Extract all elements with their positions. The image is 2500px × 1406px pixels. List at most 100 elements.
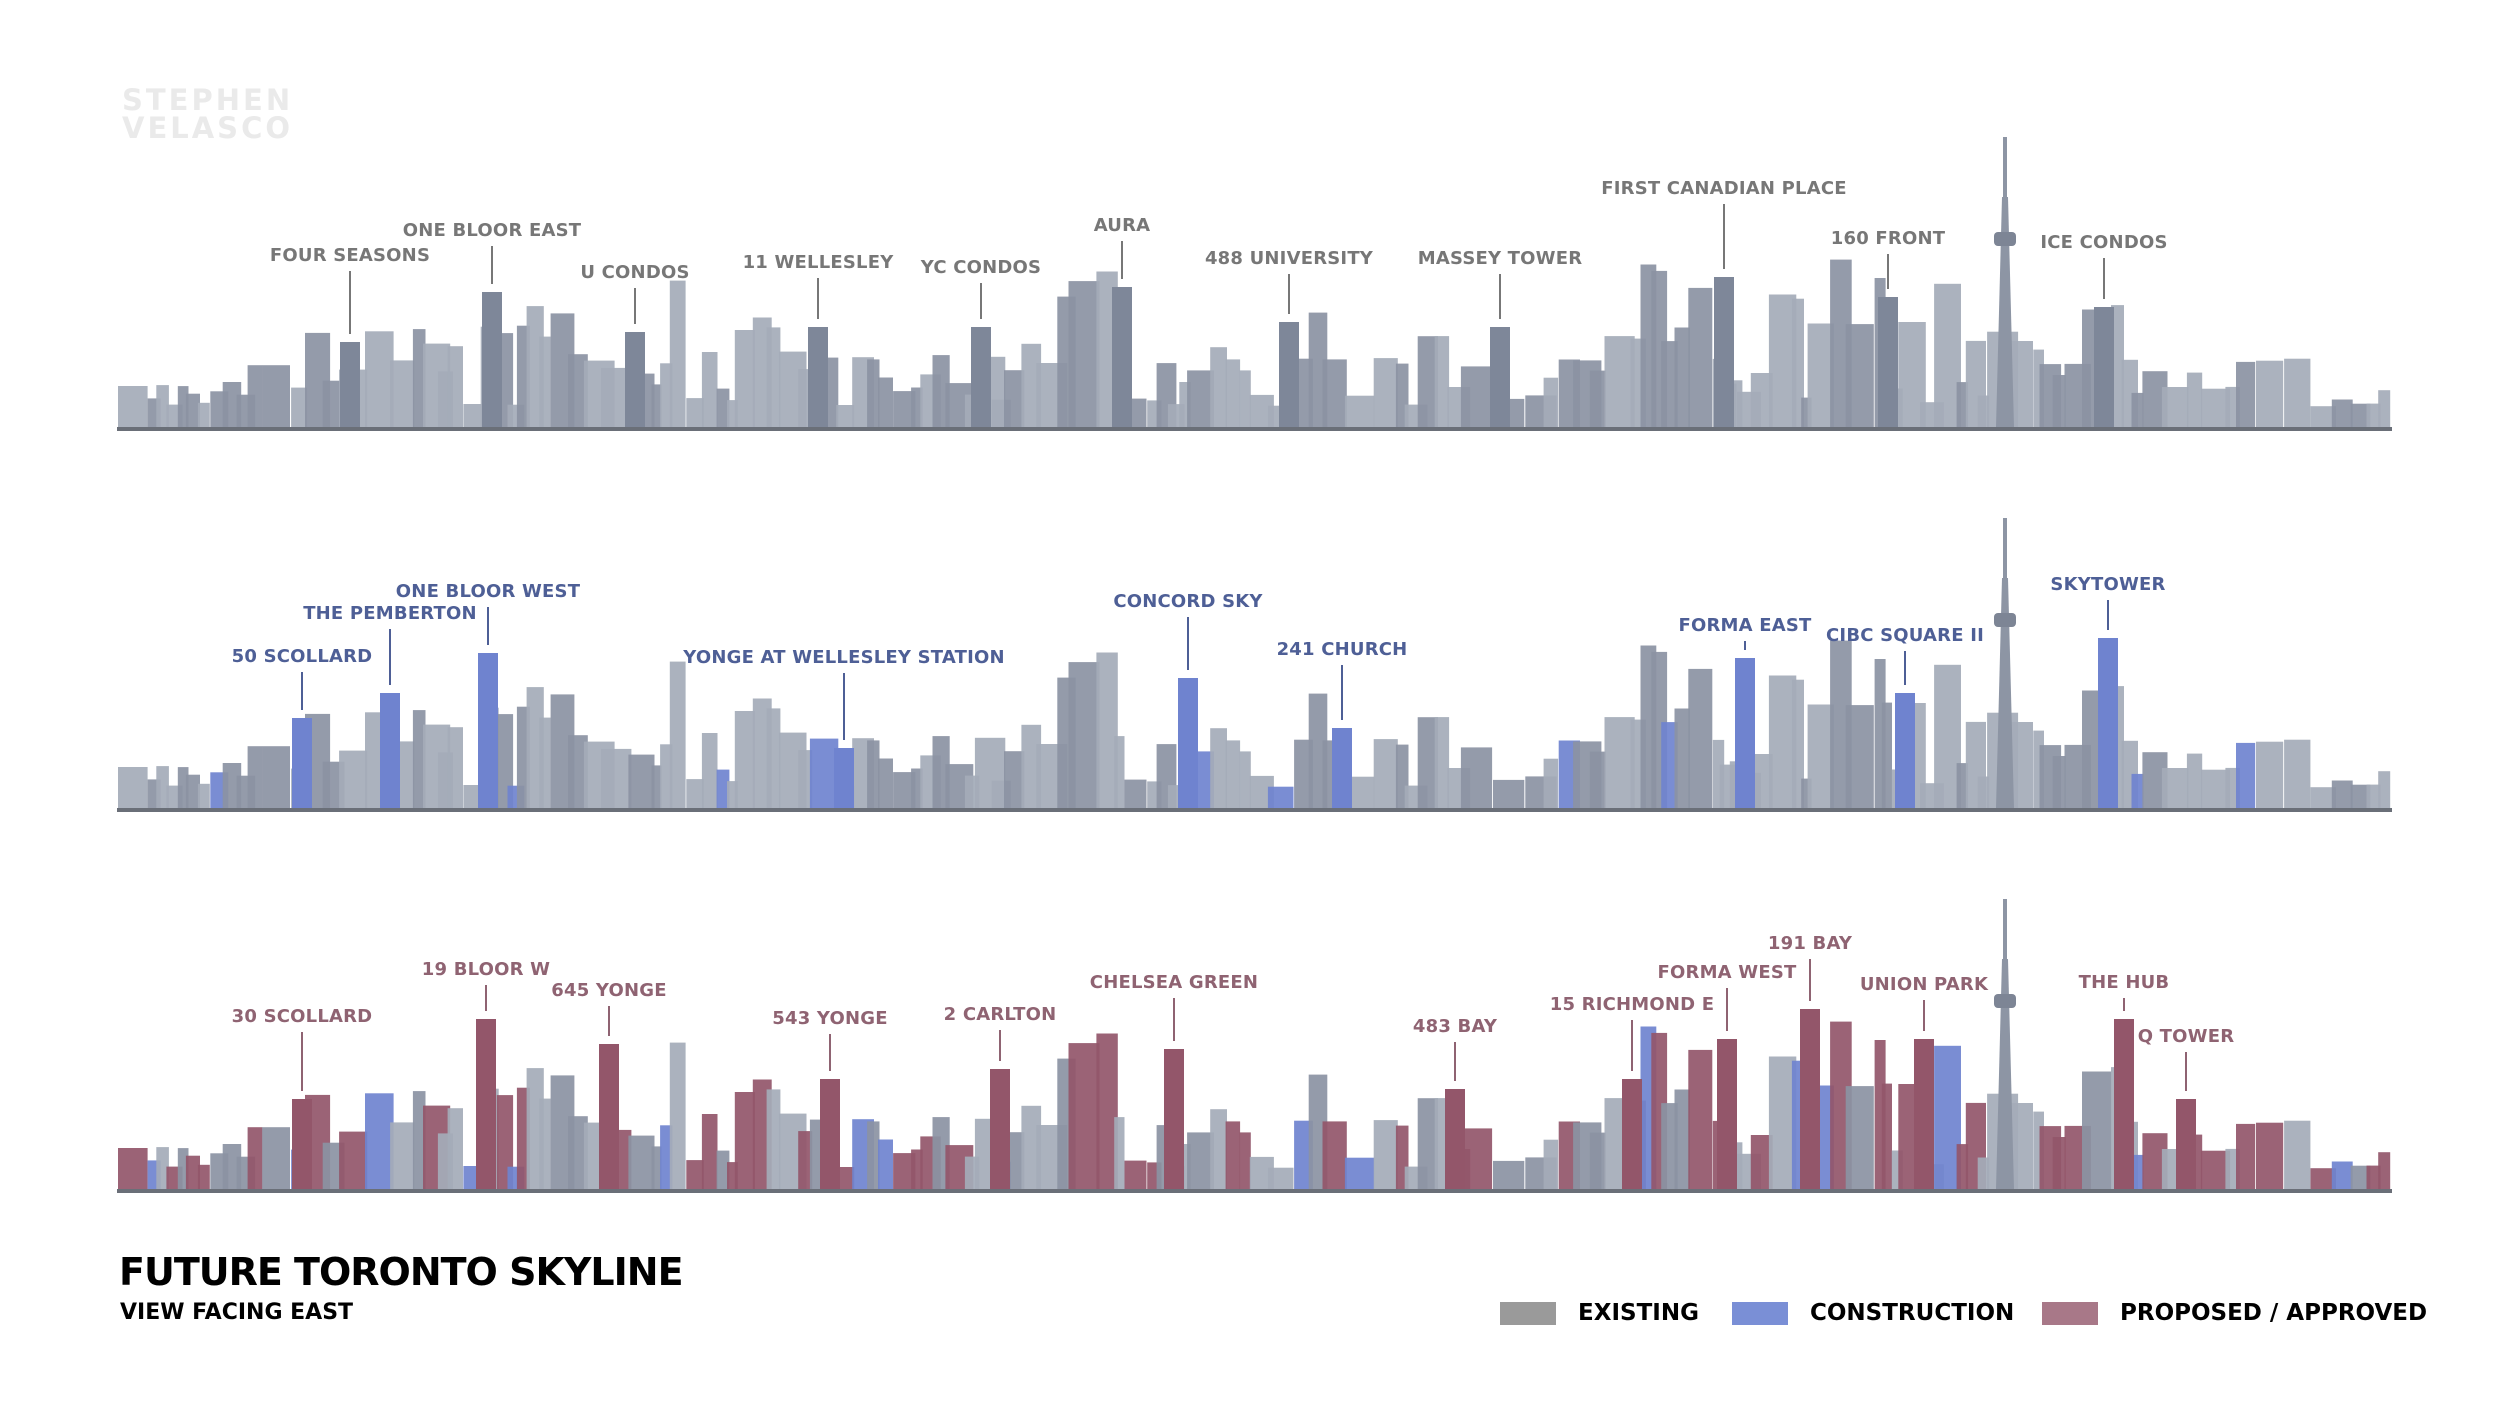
building-37 — [686, 398, 704, 427]
label-leader-line — [1499, 274, 1501, 319]
building-73 — [1225, 359, 1241, 427]
building-134 — [2200, 769, 2231, 808]
building-63 — [1068, 1043, 1100, 1189]
building-label-construction-7: CIBC SQUARE II — [1826, 625, 1984, 646]
building-84 — [1417, 717, 1438, 808]
building-21 — [447, 1108, 463, 1189]
building-33 — [628, 1135, 655, 1189]
label-leader-line — [1288, 274, 1290, 314]
landmark-tower-9 — [1800, 1009, 1820, 1189]
building-117 — [1934, 283, 1961, 427]
building-99 — [1674, 327, 1690, 427]
building-111 — [1845, 1086, 1874, 1189]
building-77 — [1294, 739, 1313, 808]
building-118 — [1956, 763, 1969, 808]
building-112 — [1874, 1040, 1886, 1189]
building-66 — [1124, 779, 1147, 808]
building-5 — [185, 1155, 200, 1189]
building-76 — [1267, 786, 1294, 808]
building-64 — [1096, 1033, 1118, 1189]
building-2 — [156, 385, 169, 427]
building-8 — [222, 382, 242, 427]
building-50 — [878, 758, 893, 808]
building-120 — [1977, 1157, 1990, 1189]
building-35 — [660, 1125, 673, 1189]
landmark-tower-7 — [1490, 327, 1510, 427]
building-140 — [2331, 399, 2353, 427]
building-142 — [2366, 403, 2381, 427]
building-45 — [798, 750, 813, 808]
building-60 — [1021, 724, 1042, 808]
label-leader-line — [817, 278, 819, 319]
landmark-tower-8 — [2098, 638, 2118, 808]
building-10 — [247, 1127, 263, 1189]
building-11 — [262, 1127, 290, 1189]
ground-line — [117, 427, 2392, 431]
building-137 — [2256, 360, 2284, 427]
skyline-construction-graphic — [117, 518, 2392, 812]
building-120 — [1977, 395, 1990, 427]
building-28 — [539, 336, 551, 427]
building-45 — [798, 1131, 813, 1189]
building-51 — [893, 1153, 916, 1189]
building-100 — [1688, 1049, 1713, 1189]
building-134 — [2200, 388, 2231, 427]
landmark-tower-5 — [1112, 287, 1132, 427]
label-leader-line — [2123, 998, 2125, 1011]
building-136 — [2236, 742, 2256, 808]
building-label-proposed-5: CHELSEA GREEN — [1089, 972, 1259, 993]
building-label-proposed-11: THE HUB — [2078, 972, 2170, 993]
building-113 — [1881, 702, 1892, 808]
building-label-proposed-3: 543 YONGE — [772, 1008, 888, 1029]
building-14 — [322, 1142, 345, 1189]
building-46 — [809, 738, 839, 808]
cn-tower-icon — [1994, 137, 2016, 427]
building-107 — [1791, 298, 1804, 427]
label-leader-line — [301, 672, 303, 710]
building-14 — [322, 380, 345, 427]
building-4 — [177, 1148, 189, 1189]
building-130 — [2131, 1154, 2144, 1189]
building-47 — [836, 1167, 855, 1189]
building-40 — [727, 1162, 738, 1189]
building-16 — [365, 331, 394, 427]
building-105 — [1750, 373, 1773, 427]
building-label-existing-7: MASSEY TOWER — [1417, 248, 1583, 269]
skyline-existing-graphic — [117, 137, 2392, 431]
building-label-construction-2: ONE BLOOR WEST — [395, 581, 581, 602]
building-137 — [2256, 1122, 2284, 1189]
label-leader-line — [829, 1034, 831, 1071]
building-4 — [177, 386, 189, 427]
label-leader-line — [1723, 204, 1725, 269]
building-11 — [262, 746, 290, 808]
legend-label-proposed: PROPOSED / APPROVED — [2120, 1300, 2428, 1326]
building-142 — [2366, 784, 2381, 808]
building-108 — [1801, 778, 1812, 808]
building-70 — [1179, 1144, 1191, 1189]
building-label-proposed-2: 645 YONGE — [551, 980, 667, 1001]
building-142 — [2366, 1165, 2381, 1189]
building-72 — [1210, 347, 1227, 427]
building-label-proposed-4: 2 CARLTON — [943, 1004, 1057, 1025]
building-17 — [390, 360, 415, 427]
building-134 — [2200, 1150, 2231, 1189]
landmark-tower-9 — [1878, 297, 1898, 427]
label-leader-line — [491, 246, 493, 284]
watermark-line-1: STEPHEN — [122, 83, 294, 117]
landmark-tower-0 — [292, 1099, 312, 1189]
landmark-tower-10 — [2094, 307, 2114, 427]
building-100 — [1688, 287, 1713, 427]
watermark-logo: STEPHEN VELASCO — [122, 83, 294, 143]
label-leader-line — [1121, 241, 1123, 279]
building-98 — [1661, 341, 1678, 427]
building-122 — [2009, 722, 2033, 808]
building-37 — [686, 1160, 704, 1189]
building-70 — [1179, 382, 1191, 427]
building-2 — [156, 766, 169, 808]
building-98 — [1661, 722, 1678, 808]
building-74 — [1239, 1132, 1251, 1189]
landmark-tower-2 — [625, 332, 645, 427]
building-label-existing-5: AURA — [1093, 215, 1151, 236]
skyline-panel-construction: 50 SCOLLARD THE PEMBERTON ONE BLOOR WEST YO… — [0, 381, 2500, 812]
building-74 — [1239, 751, 1251, 808]
